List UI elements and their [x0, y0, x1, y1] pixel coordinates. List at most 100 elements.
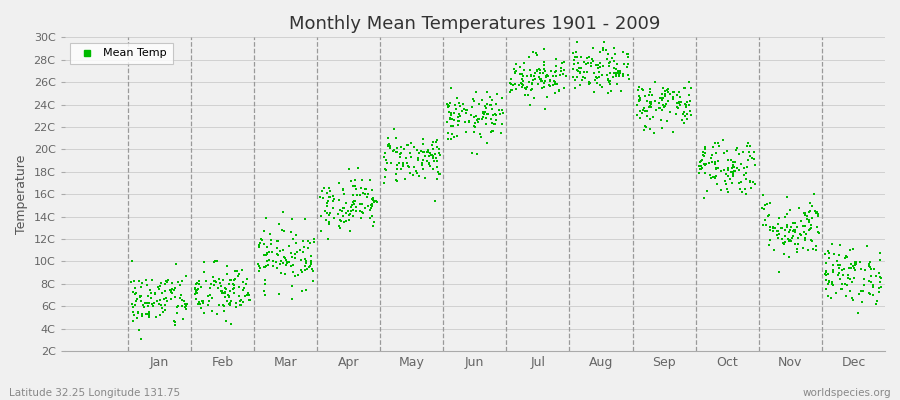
Point [584, 60, 598, 67]
Point [353, 192, 367, 198]
Point [282, 259, 296, 266]
Point [822, 279, 836, 285]
Point [213, 280, 228, 286]
Point [193, 299, 207, 305]
Point [492, 110, 507, 117]
Point [354, 214, 368, 221]
Point [339, 210, 354, 216]
Point [392, 154, 407, 160]
Point [478, 103, 492, 109]
Point [663, 108, 678, 115]
Point [721, 172, 735, 179]
Point [422, 160, 436, 166]
Point [858, 267, 872, 273]
Point [868, 273, 883, 279]
Point [285, 283, 300, 289]
Point [363, 207, 377, 214]
Point [800, 247, 814, 254]
Point [637, 126, 652, 133]
Point [161, 277, 176, 284]
Point [302, 264, 316, 271]
Point [703, 172, 717, 178]
Point [553, 72, 567, 78]
Point [735, 148, 750, 155]
Point [483, 116, 498, 122]
Point [639, 124, 653, 130]
Point [451, 114, 465, 120]
Point [788, 227, 802, 233]
Point [302, 238, 316, 244]
Point [873, 257, 887, 264]
Point [532, 66, 546, 72]
Point [757, 206, 771, 212]
Point [189, 287, 203, 293]
Point [221, 301, 236, 307]
Point [516, 82, 530, 88]
Point [748, 162, 762, 168]
Point [295, 288, 310, 294]
Point [577, 69, 591, 75]
Point [341, 211, 356, 218]
Point [799, 212, 814, 219]
Point [866, 284, 880, 290]
Point [534, 78, 548, 84]
Point [652, 105, 667, 112]
Point [321, 198, 336, 204]
Point [380, 160, 394, 166]
Point [300, 266, 314, 272]
Point [716, 150, 731, 156]
Point [630, 111, 644, 118]
Point [834, 281, 849, 288]
Point [515, 84, 529, 90]
Point [320, 190, 334, 196]
Point [255, 236, 269, 243]
Point [393, 151, 408, 157]
Point [589, 74, 603, 81]
Point [440, 101, 454, 107]
Point [719, 148, 733, 154]
Point [781, 236, 796, 243]
Point [514, 71, 528, 78]
Point [578, 75, 592, 82]
Point [506, 82, 520, 88]
Point [418, 153, 432, 160]
Point [647, 130, 662, 136]
Point [262, 257, 276, 263]
Point [298, 262, 312, 269]
Point [134, 292, 148, 299]
Point [805, 238, 819, 244]
Point [609, 61, 624, 67]
Point [759, 222, 773, 228]
Point [645, 113, 660, 120]
Point [779, 194, 794, 200]
Point [291, 272, 305, 278]
Point [708, 140, 723, 146]
Point [759, 216, 773, 223]
Point [848, 262, 862, 268]
Point [176, 297, 190, 303]
Point [593, 49, 608, 55]
Point [243, 297, 257, 303]
Point [609, 70, 624, 76]
Point [558, 73, 572, 80]
Point [156, 309, 170, 315]
Point [524, 72, 538, 79]
Point [165, 286, 179, 293]
Point [411, 156, 426, 163]
Point [502, 79, 517, 86]
Point [508, 69, 523, 76]
Point [518, 84, 532, 91]
Point [219, 318, 233, 324]
Point [779, 224, 794, 230]
Point [360, 194, 374, 200]
Point [698, 169, 712, 176]
Point [693, 159, 707, 166]
Point [481, 110, 495, 117]
Point [595, 45, 609, 51]
Point [251, 242, 266, 248]
Point [344, 207, 358, 214]
Point [159, 278, 174, 284]
Point [590, 80, 604, 86]
Point [554, 65, 568, 71]
Point [142, 300, 157, 306]
